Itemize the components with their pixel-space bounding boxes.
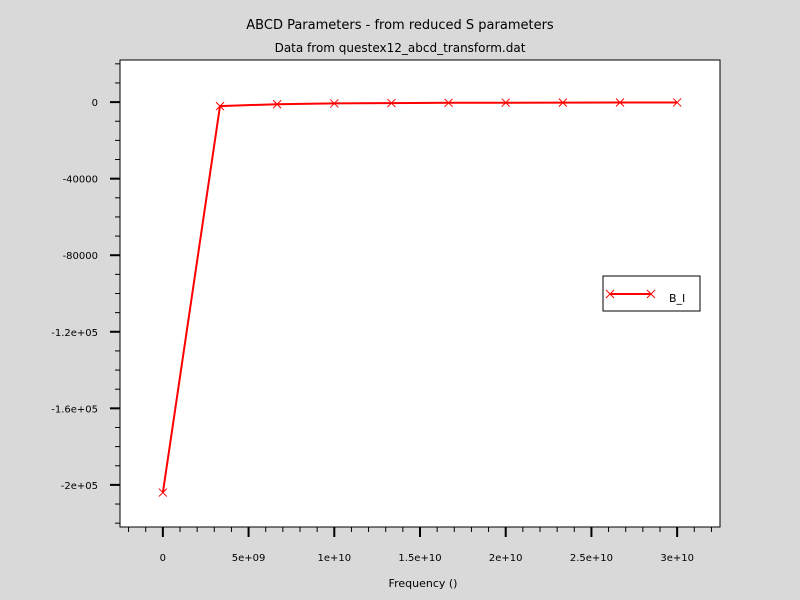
- x-tick-label: 5e+09: [232, 553, 266, 564]
- x-tick-label: 1.5e+10: [398, 553, 441, 564]
- data-point: [329, 99, 339, 108]
- x-tick-label: 2.5e+10: [570, 553, 613, 564]
- y-axis: 0 -40000 -80000 -1.2e+05 -1.6e+05 -2e+05: [51, 63, 120, 524]
- x-tick-label: 0: [160, 553, 166, 564]
- series-line: [161, 101, 678, 493]
- data-point: [215, 101, 225, 111]
- y-tick-label: -1.2e+05: [51, 328, 98, 339]
- x-axis-label: Frequency (): [389, 577, 458, 590]
- legend-marker-left: [605, 289, 615, 299]
- chart-subtitle: Data from questex12_abcd_transform.dat: [275, 41, 526, 55]
- y-tick-label: 0: [92, 98, 98, 109]
- y-tick-label: -80000: [63, 251, 98, 262]
- data-point: [615, 98, 625, 107]
- data-point: [501, 98, 511, 108]
- x-tick-label: 1e+10: [317, 553, 351, 564]
- y-tick-label: -2e+05: [61, 481, 98, 492]
- chart-title: ABCD Parameters - from reduced S paramet…: [246, 18, 554, 33]
- y-tick-label: -40000: [63, 175, 98, 186]
- legend: B_I: [602, 275, 701, 312]
- x-tick-label: 3e+10: [660, 553, 694, 564]
- y-tick-label: -1.6e+05: [51, 404, 98, 415]
- legend-label: B_I: [669, 292, 685, 305]
- legend-marker-right: [646, 289, 656, 299]
- data-point: [558, 98, 568, 107]
- x-axis: 0 5e+09 1e+10 1.5e+10 2e+10 2.5e+10 3e+10: [128, 527, 712, 564]
- data-point: [444, 98, 453, 108]
- data-point: [387, 98, 396, 108]
- data-point: [272, 99, 282, 109]
- data-point: [158, 488, 168, 497]
- data-point: [672, 98, 682, 107]
- x-tick-label: 2e+10: [489, 553, 523, 564]
- series-layer: [158, 98, 682, 497]
